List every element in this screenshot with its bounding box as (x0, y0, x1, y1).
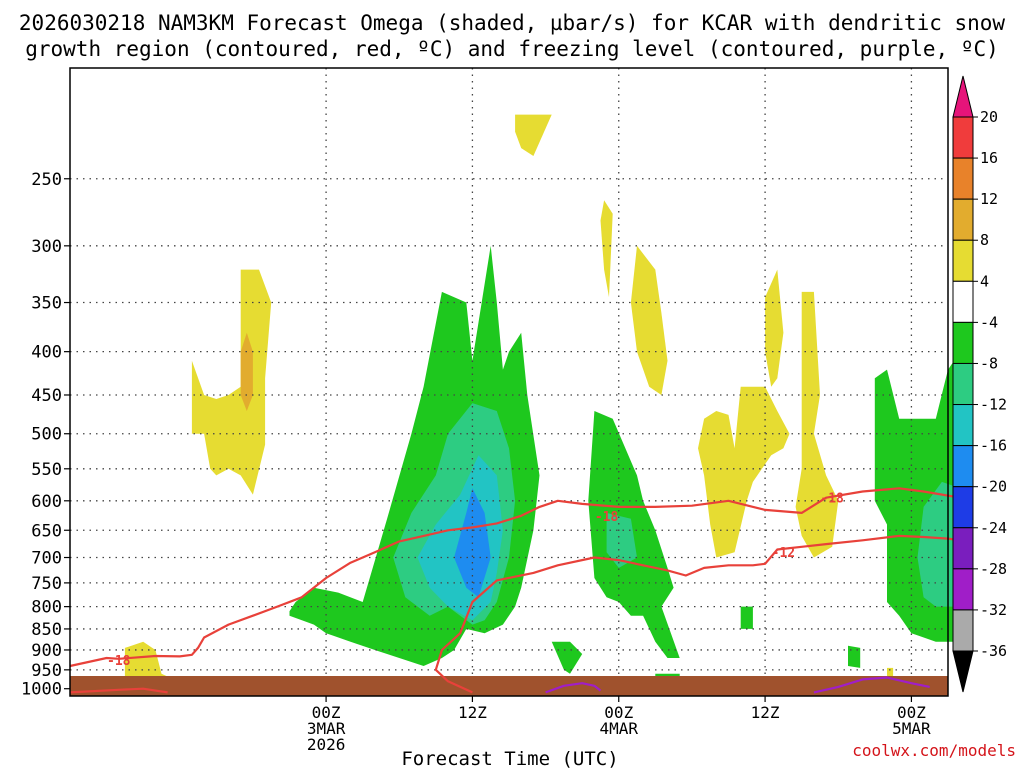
colorbar-bin-2 (952, 198, 974, 241)
colorbar-label-10: -24 (980, 519, 1007, 537)
y-axis: 2503003504004505005506006507007508008509… (21, 170, 70, 700)
colorbar-bin-1 (952, 157, 974, 200)
colorbar-bin-6 (952, 362, 974, 406)
y-tick-label-450: 450 (31, 386, 62, 406)
omega-region-2 (240, 332, 253, 411)
x-tick-label-0-1: 3MAR (307, 719, 346, 738)
omega-region-4 (600, 200, 613, 298)
colorbar-label-1: 16 (980, 149, 998, 167)
chart-title-line2: growth region (contoured, red, ºC) and f… (25, 37, 999, 61)
colorbar-label-7: -12 (980, 396, 1007, 414)
colorbar-label-8: -16 (980, 437, 1007, 455)
colorbar-bin-7 (952, 404, 974, 447)
y-tick-label-600: 600 (31, 492, 62, 512)
omega-region-6 (698, 386, 790, 558)
colorbar-bin-3 (952, 239, 974, 282)
gridlines (70, 68, 948, 696)
omega-region-13 (588, 411, 680, 658)
colorbar-bottom-arrow (952, 650, 974, 693)
x-tick-label-4-1: 5MAR (892, 719, 931, 738)
y-tick-label-300: 300 (31, 237, 62, 257)
colorbar-label-12: -32 (980, 601, 1007, 619)
x-axis-label: Forecast Time (UTC) (401, 748, 618, 768)
omega-region-18 (848, 645, 861, 668)
x-tick-label-4-0: 00Z (897, 703, 926, 722)
x-tick-label-2-1: 4MAR (599, 719, 638, 738)
colorbar-bin-9 (952, 486, 974, 529)
omega-region-8 (795, 291, 839, 558)
colorbar-bin-11 (952, 568, 974, 611)
colorbar-label-2: 12 (980, 190, 998, 208)
omega-region-15 (551, 641, 583, 674)
colorbar-label-13: -36 (980, 642, 1007, 660)
x-tick-label-3-0: 12Z (751, 703, 780, 722)
y-tick-label-750: 750 (31, 574, 62, 594)
contour--12-2 (434, 534, 961, 694)
contour-label-2: -18 (820, 492, 844, 507)
colorbar-bin-8 (952, 445, 974, 488)
omega-region-1 (191, 269, 272, 495)
colorbar-label-11: -28 (980, 560, 1007, 578)
colorbar-label-0: 20 (980, 108, 998, 126)
y-tick-label-650: 650 (31, 521, 62, 541)
y-tick-label-400: 400 (31, 343, 62, 363)
x-tick-label-0-0: 00Z (312, 703, 341, 722)
contour-0-3 (545, 682, 602, 694)
y-tick-label-800: 800 (31, 598, 62, 618)
y-tick-label-850: 850 (31, 620, 62, 640)
colorbar-label-3: 8 (980, 231, 989, 249)
y-tick-label-500: 500 (31, 425, 62, 445)
colorbar-bin-4 (952, 280, 974, 323)
colorbar-bin-12 (952, 609, 974, 652)
y-tick-label-350: 350 (31, 294, 62, 314)
omega-region-7 (765, 269, 784, 387)
colorbar-bin-5 (952, 321, 974, 364)
contour--18-0 (69, 487, 961, 668)
contours: -18 -18 -18 -12 (69, 487, 961, 694)
chart-title-line1: 2026030218 NAM3KM Forecast Omega (shaded… (19, 11, 1006, 35)
contour--12-1 (69, 687, 168, 694)
y-tick-label-700: 700 (31, 549, 62, 569)
x-tick-label-1-0: 12Z (458, 703, 487, 722)
x-tick-label-2-0: 00Z (604, 703, 633, 722)
omega-shading (124, 114, 963, 685)
x-tick-label-0-2: 2026 (307, 735, 346, 754)
y-tick-label-1000: 1000 (21, 680, 62, 700)
colorbar-bin-10 (952, 527, 974, 570)
colorbar-label-6: -8 (980, 354, 998, 372)
omega-region-3 (515, 114, 552, 156)
y-tick-label-900: 900 (31, 641, 62, 661)
omega-region-5 (630, 245, 668, 395)
omega-region-0 (124, 641, 174, 680)
colorbar: 20 16 12 8 4 -4 -8 -12 -16 -20 -24 -28 -32 -36 (952, 75, 1007, 693)
y-tick-label-950: 950 (31, 661, 62, 681)
credit-text: coolwx.com/models (852, 741, 1016, 760)
y-tick-label-250: 250 (31, 170, 62, 190)
contour-label-0: -18 (107, 654, 131, 669)
omega-region-20 (917, 481, 961, 607)
contour-label-1: -18 (595, 510, 619, 525)
contour-label-3: -12 (772, 546, 795, 561)
plot-area: -18 -18 -18 -12 (69, 67, 963, 697)
plot-frame (69, 67, 949, 697)
ground-surface (70, 676, 948, 696)
colorbar-label-5: -4 (980, 313, 998, 331)
colorbar-label-9: -20 (980, 478, 1007, 496)
contour-0-4 (813, 676, 930, 694)
colorbar-label-4: 4 (980, 272, 989, 290)
omega-region-14 (606, 512, 637, 568)
colorbar-top-arrow (952, 75, 974, 118)
omega-region-17 (740, 606, 753, 629)
y-tick-label-550: 550 (31, 460, 62, 480)
colorbar-bin-0 (952, 116, 974, 159)
